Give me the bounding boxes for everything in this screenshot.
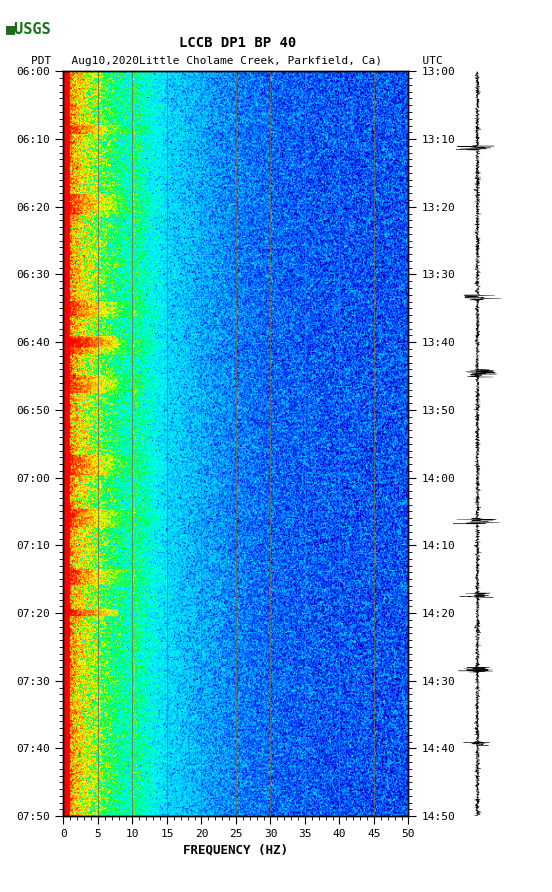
Text: LCCB DP1 BP 40: LCCB DP1 BP 40 — [179, 36, 296, 50]
X-axis label: FREQUENCY (HZ): FREQUENCY (HZ) — [183, 844, 289, 856]
Text: ■USGS: ■USGS — [6, 21, 51, 36]
Text: PDT   Aug10,2020Little Cholame Creek, Parkfield, Ca)      UTC: PDT Aug10,2020Little Cholame Creek, Park… — [31, 55, 443, 66]
